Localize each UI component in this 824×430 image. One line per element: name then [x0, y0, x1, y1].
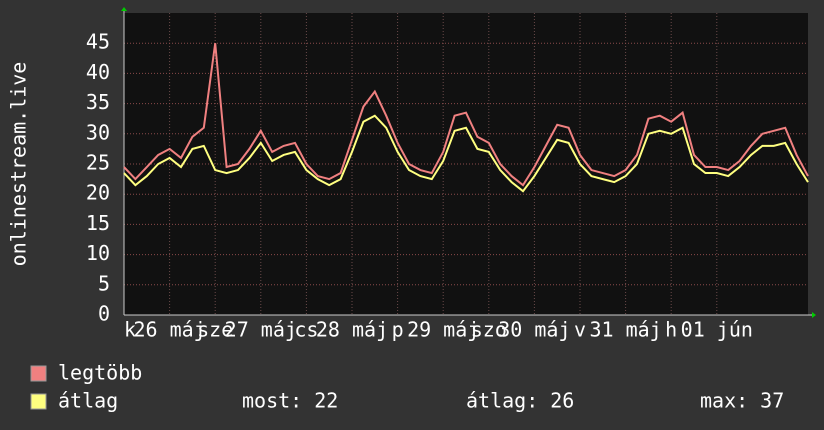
- x-tick-label: 28 máj: [316, 318, 388, 342]
- y-tick-label: 10: [86, 241, 110, 265]
- axis-arrow: [812, 312, 816, 318]
- y-tick-label: 0: [98, 302, 110, 326]
- stat-value: 37: [760, 389, 784, 413]
- stat-value: 22: [314, 389, 338, 413]
- x-tick-label: h: [665, 318, 677, 342]
- x-tick-label: 01 jún: [681, 318, 753, 342]
- axis-arrow: [121, 7, 127, 11]
- x-tick-label: v: [574, 318, 586, 342]
- x-tick-label: szo: [471, 318, 507, 342]
- y-tick-label: 20: [86, 181, 110, 205]
- x-tick-label: 30 máj: [498, 318, 570, 342]
- x-tick-label: 31 máj: [589, 318, 661, 342]
- stat-label: most:: [242, 389, 302, 413]
- stat-value: 26: [550, 389, 574, 413]
- y-tick-label: 45: [86, 30, 110, 54]
- y-tick-label: 40: [86, 60, 110, 84]
- y-tick-label: 25: [86, 151, 110, 175]
- legend-swatch: [30, 365, 47, 382]
- legend-swatch: [30, 393, 47, 410]
- stat-label: átlag:: [466, 389, 538, 413]
- x-tick-label: k: [124, 318, 136, 342]
- x-tick-label: 29 máj: [407, 318, 479, 342]
- x-tick-label: cs: [294, 318, 318, 342]
- x-tick-label: p: [392, 318, 404, 342]
- y-tick-label: 30: [86, 120, 110, 144]
- series-line: [123, 114, 809, 193]
- y-tick-label: 35: [86, 90, 110, 114]
- y-tick-label: 5: [98, 271, 110, 295]
- legend-label: legtöbb: [58, 361, 142, 385]
- y-axis-label: onlinestream.live: [7, 62, 31, 267]
- stat-label: max:: [700, 389, 748, 413]
- x-tick-label: 26 máj: [133, 318, 205, 342]
- y-tick-label: 15: [86, 211, 110, 235]
- series-line: [123, 43, 809, 187]
- x-tick-label: 27 máj: [225, 318, 297, 342]
- legend-label: átlag: [58, 389, 118, 413]
- x-tick-label: sze: [197, 318, 233, 342]
